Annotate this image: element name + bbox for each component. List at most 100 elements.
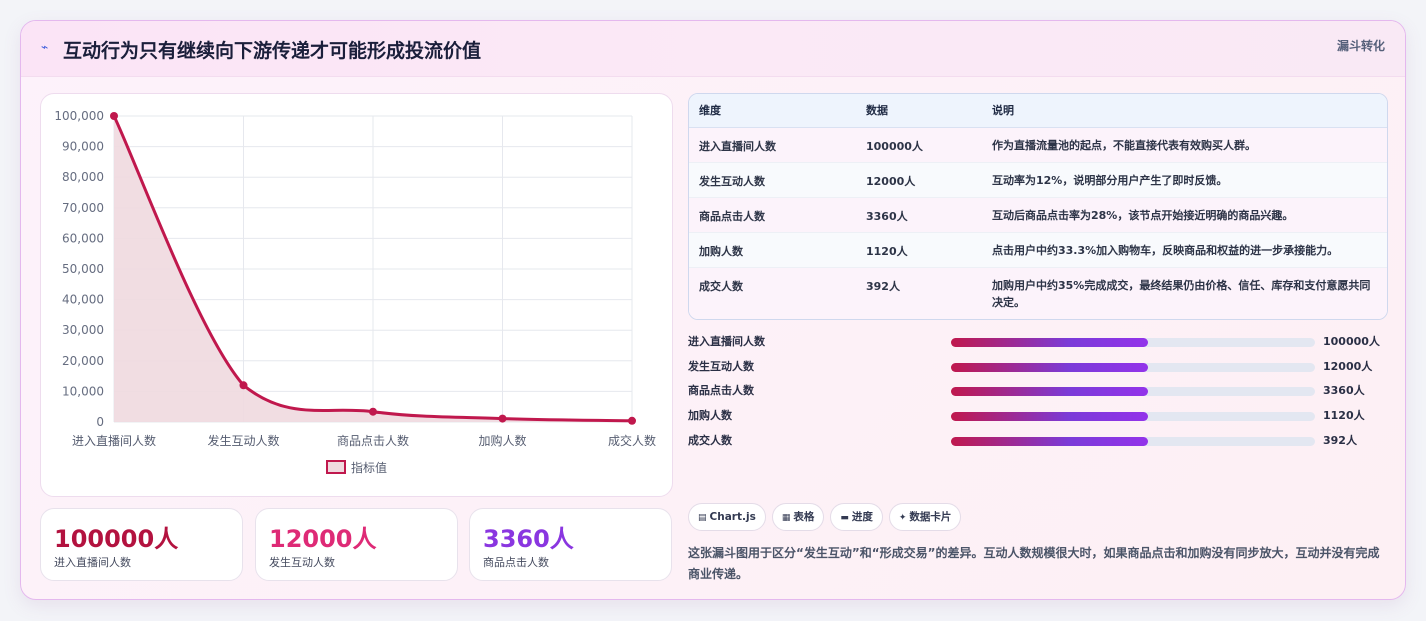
progress-label: 商品点击人数 (688, 384, 754, 398)
description-note: 这张漏斗图用于区分“发生互动”和“形成交易”的差异。互动人数规模很大时，如果商品… (688, 546, 1380, 581)
y-tick-label: 100,000 (54, 109, 104, 123)
stat-label: 商品点击人数 (483, 556, 549, 569)
legend-swatch (326, 460, 346, 474)
table-cell: 作为直播流量池的起点，不能直接代表有效购买人群。 (982, 127, 1387, 163)
table-header-data: 数据 (856, 94, 982, 128)
progress-list: 进入直播间人数 100000人 发生互动人数 12000人 商品点击人数 336… (688, 331, 1388, 454)
stat-label: 发生互动人数 (269, 556, 335, 569)
card-header: ⌁ 互动行为只有继续向下游传递才可能形成投流价值 漏斗转化 (21, 21, 1405, 77)
progress-value: 12000人 (1323, 359, 1373, 373)
y-tick-label: 90,000 (62, 140, 104, 154)
data-table: 维度 数据 说明 进入直播间人数 100000人 作为直播流量池的起点，不能直接… (689, 94, 1387, 319)
table-cell: 进入直播间人数 (689, 127, 856, 163)
data-point (239, 381, 248, 390)
chip-table[interactable]: ▦ 表格 (771, 503, 825, 531)
chip-progress[interactable]: ▬ 进度 (830, 503, 883, 531)
progress-row: 进入直播间人数 100000人 (688, 331, 1388, 356)
progress-track (951, 387, 1315, 397)
table-row: 发生互动人数 12000人 互动率为12%，说明部分用户产生了即时反馈。 (689, 162, 1387, 198)
progress-label: 加购人数 (688, 409, 732, 423)
line-chart: 100,000 90,000 80,000 70,000 60,000 50,000 40,… (54, 109, 656, 475)
progress-fill (951, 436, 1148, 446)
stat-card: 100000人 进入直播间人数 (40, 508, 243, 581)
legend-label: 指标值 (351, 460, 387, 475)
table-cell: 加购用户中约35%完成成交，最终结果仍由价格、信任、库存和支付意愿共同决定。 (982, 267, 1387, 319)
progress-fill (951, 338, 1148, 347)
table-row: 商品点击人数 3360人 互动后商品点击率为28%，该节点开始接近明确的商品兴趣… (689, 197, 1387, 233)
progress-row: 发生互动人数 12000人 (688, 356, 1388, 381)
y-tick-label: 70,000 (62, 201, 104, 215)
chip-chartjs[interactable]: ▤ Chart.js (688, 503, 766, 531)
stat-card: 12000人 发生互动人数 (255, 508, 458, 581)
x-tick-label: 进入直播间人数 (72, 433, 156, 448)
chart-icon: ▤ (698, 513, 707, 523)
progress-track (951, 436, 1315, 446)
progress-value: 100000人 (1323, 335, 1380, 348)
line-chart-panel: 100,000 90,000 80,000 70,000 60,000 50,000 40,… (40, 93, 673, 497)
progress-fill (951, 362, 1148, 372)
trend-icon: ⌁ (41, 40, 49, 54)
table-cell: 点击用户中约33.3%加入购物车，反映商品和权益的进一步承接能力。 (982, 232, 1387, 268)
table-header-dimension: 维度 (689, 94, 856, 128)
stat-label: 进入直播间人数 (54, 556, 131, 569)
table-cell: 互动率为12%，说明部分用户产生了即时反馈。 (982, 162, 1387, 198)
progress-value: 1120人 (1323, 409, 1365, 423)
progress-fill (951, 387, 1148, 397)
progress-icon: ▬ (840, 513, 849, 523)
table-row: 加购人数 1120人 点击用户中约33.3%加入购物车，反映商品和权益的进一步承… (689, 232, 1387, 268)
y-tick-label: 50,000 (62, 262, 104, 276)
progress-row: 加购人数 1120人 (688, 405, 1388, 430)
table-cell: 1120人 (856, 232, 982, 268)
x-tick-label: 加购人数 (478, 433, 526, 448)
table-cell: 100000人 (856, 127, 982, 163)
area-fill (114, 116, 632, 422)
table-row: 进入直播间人数 100000人 作为直播流量池的起点，不能直接代表有效购买人群。 (689, 127, 1387, 163)
chip-label: 表格 (793, 511, 815, 523)
chip-label: 进度 (851, 511, 873, 523)
chip-label: 数据卡片 (909, 511, 952, 523)
y-tick-label: 80,000 (62, 170, 104, 184)
card-icon: ✦ (898, 513, 907, 523)
chip-label: Chart.js (709, 511, 756, 523)
data-point (498, 414, 507, 423)
progress-value: 392人 (1323, 433, 1357, 447)
table-cell: 互动后商品点击率为28%，该节点开始接近明确的商品兴趣。 (982, 197, 1387, 233)
table-cell: 12000人 (856, 162, 982, 198)
data-point (628, 416, 636, 425)
y-tick-label: 0 (96, 415, 104, 429)
progress-row: 商品点击人数 3360人 (688, 380, 1388, 405)
funnel-card: ⌁ 互动行为只有继续向下游传递才可能形成投流价值 漏斗转化 100,000 90,… (20, 20, 1406, 600)
x-tick-label: 成交人数 (608, 433, 656, 448)
y-tick-label: 60,000 (62, 231, 104, 245)
progress-label: 发生互动人数 (688, 359, 754, 373)
y-tick-label: 20,000 (62, 354, 104, 368)
x-tick-label: 发生互动人数 (207, 433, 279, 448)
category-tag: 漏斗转化 (1336, 39, 1385, 53)
y-tick-label: 30,000 (62, 323, 104, 337)
progress-row: 成交人数 392人 (688, 430, 1388, 455)
card-title: 互动行为只有继续向下游传递才可能形成投流价值 (63, 40, 482, 62)
stat-card: 3360人 商品点击人数 (469, 508, 672, 581)
progress-value: 3360人 (1323, 384, 1365, 398)
y-tick-label: 10,000 (62, 384, 104, 398)
table-header-row: 维度 数据 说明 (689, 94, 1387, 128)
stat-value: 12000人 (269, 525, 377, 553)
series-line (112, 115, 633, 423)
y-tick-label: 40,000 (62, 293, 104, 307)
data-point (369, 407, 377, 416)
table-cell: 发生互动人数 (689, 162, 856, 198)
chip-data-card[interactable]: ✦ 数据卡片 (888, 503, 962, 531)
stat-value: 100000人 (54, 525, 179, 553)
progress-track (951, 362, 1315, 372)
table-header-description: 说明 (982, 94, 1387, 128)
progress-label: 进入直播间人数 (688, 335, 765, 348)
feature-chips: ▤ Chart.js ▦ 表格 ▬ 进度 ✦ 数据卡片 (688, 503, 967, 531)
table-row: 成交人数 392人 加购用户中约35%完成成交，最终结果仍由价格、信任、库存和支… (689, 267, 1387, 319)
progress-fill (951, 412, 1148, 422)
table-icon: ▦ (781, 513, 791, 523)
progress-track (951, 412, 1315, 422)
data-point (110, 112, 118, 120)
table-cell: 392人 (856, 267, 982, 319)
x-tick-label: 商品点击人数 (337, 433, 409, 448)
table-cell: 商品点击人数 (689, 197, 856, 233)
